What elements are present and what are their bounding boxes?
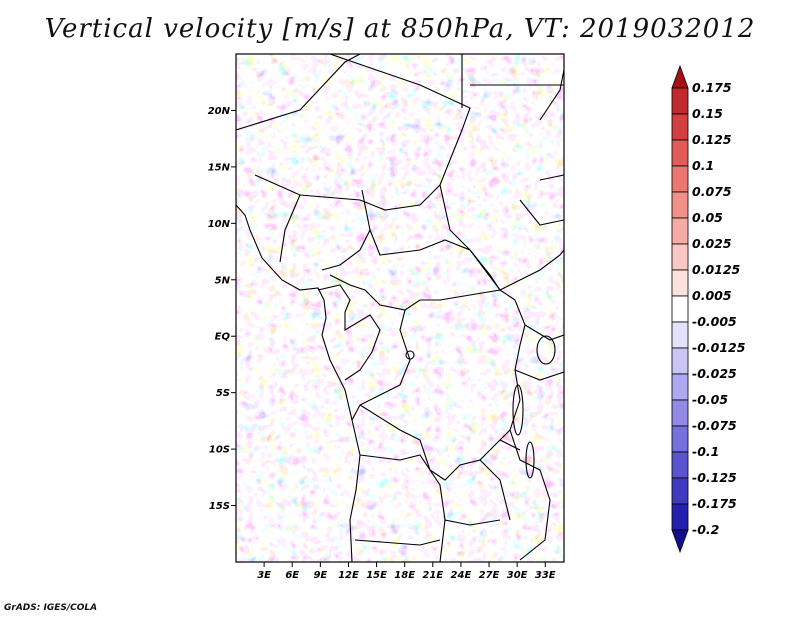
vertical-velocity-map: 20N 15N 10N 5N EQ 5S 10S 15S 3E 6E 9E 12E 15E 18E 21E…: [208, 53, 746, 581]
lon-tick-label: 21E: [422, 570, 443, 581]
colorbar-segment: [671, 87, 689, 115]
colorbar: 0.175 0.15 0.125 0.1 0.075 0.05 0.025 0.0125 0.0…: [671, 64, 746, 554]
colorbar-segment: [671, 373, 689, 401]
lon-tick-label: 9E: [313, 570, 327, 581]
colorbar-segment: [671, 503, 689, 531]
lat-tick-label: EQ: [215, 332, 231, 343]
lon-tick-label: 12E: [338, 570, 359, 581]
colorbar-label: -0.2: [692, 522, 719, 537]
colorbar-segment: [671, 321, 689, 349]
colorbar-segment: [671, 243, 689, 271]
colorbar-label: -0.125: [692, 470, 737, 485]
colorbar-label: -0.175: [692, 496, 737, 511]
colorbar-segment: [671, 113, 689, 141]
latitude-axis: 20N 15N 10N 5N EQ 5S 10S 15S: [208, 106, 236, 512]
velocity-field: [236, 54, 564, 562]
lat-tick-label: 20N: [208, 106, 231, 117]
colorbar-segment: [671, 191, 689, 219]
country-borders: [236, 54, 564, 562]
colorbar-segment: [671, 451, 689, 479]
lat-tick-label: 5S: [216, 388, 230, 399]
longitude-axis: 3E 6E 9E 12E 15E 18E 21E 24E 27E 30E 33E: [257, 562, 556, 581]
colorbar-label: 0.075: [692, 184, 732, 199]
colorbar-label: -0.005: [692, 314, 737, 329]
colorbar-label: -0.1: [692, 444, 719, 459]
colorbar-label: 0.175: [692, 80, 732, 95]
lat-tick-label: 5N: [215, 275, 231, 286]
grads-credit: GrADS: IGES/COLA: [4, 603, 98, 613]
map-title: Vertical velocity [m/s] at 850hPa, VT: 2…: [44, 14, 756, 44]
lon-tick-label: 30E: [507, 570, 528, 581]
colorbar-label: 0.125: [692, 132, 732, 147]
colorbar-label: -0.075: [692, 418, 737, 433]
colorbar-bottom-arrow: [671, 529, 689, 554]
colorbar-label: 0.025: [692, 236, 732, 251]
colorbar-segment: [671, 165, 689, 193]
colorbar-segment: [671, 425, 689, 453]
colorbar-label: -0.025: [692, 366, 737, 381]
colorbar-label: -0.0125: [692, 340, 746, 355]
colorbar-segment: [671, 399, 689, 427]
lat-tick-label: 10N: [208, 219, 231, 230]
colorbar-top-arrow: [671, 64, 689, 89]
colorbar-segment: [671, 347, 689, 375]
lon-tick-label: 24E: [451, 570, 472, 581]
lon-tick-label: 6E: [285, 570, 299, 581]
map-frame: [235, 53, 565, 563]
colorbar-segment: [671, 477, 689, 505]
lon-tick-label: 15E: [366, 570, 387, 581]
colorbar-segment: [671, 269, 689, 297]
lon-tick-label: 18E: [394, 570, 415, 581]
lon-tick-label: 33E: [535, 570, 556, 581]
colorbar-segment: [671, 139, 689, 167]
lon-tick-label: 3E: [257, 570, 271, 581]
lat-tick-label: 15S: [209, 501, 230, 512]
lon-tick-label: 27E: [479, 570, 500, 581]
colorbar-label: 0.05: [692, 210, 723, 225]
colorbar-label: -0.05: [692, 392, 728, 407]
lat-tick-label: 10S: [209, 445, 230, 456]
colorbar-segment: [671, 295, 689, 323]
colorbar-label: 0.0125: [692, 262, 741, 277]
colorbar-segment: [671, 217, 689, 245]
colorbar-label: 0.15: [692, 106, 723, 121]
lat-tick-label: 15N: [208, 162, 231, 173]
colorbar-label: 0.005: [692, 288, 732, 303]
colorbar-label: 0.1: [692, 158, 714, 173]
